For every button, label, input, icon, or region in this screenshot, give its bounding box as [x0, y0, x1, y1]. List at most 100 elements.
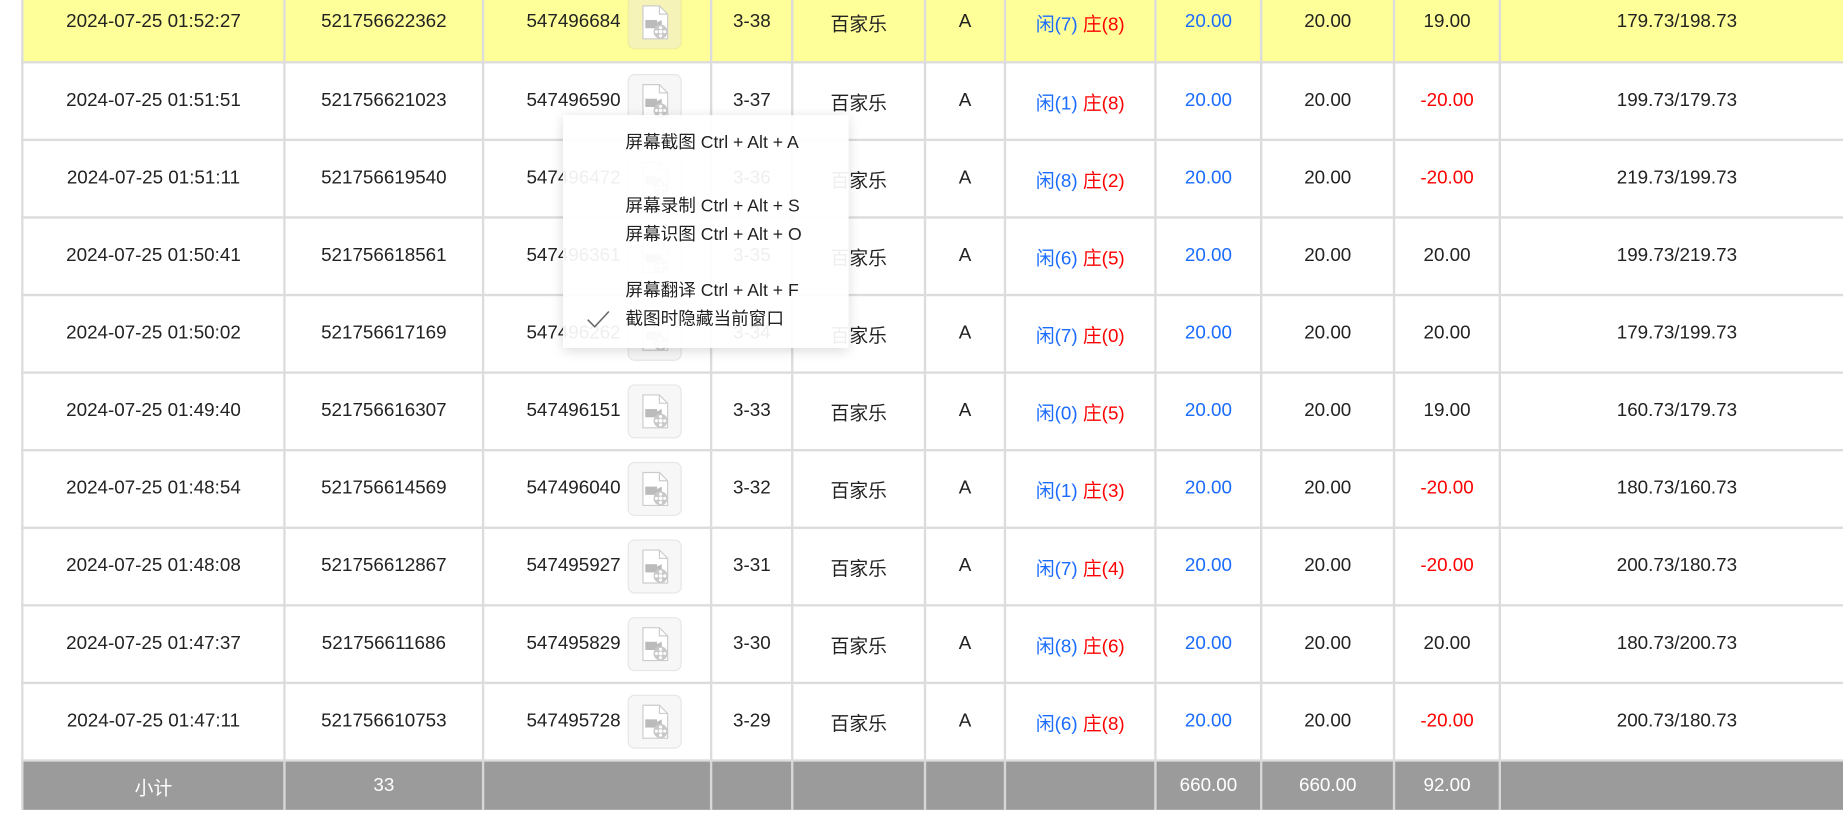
bet-id: 521756614569 — [283, 449, 485, 529]
valid-amount: 20.00 — [1260, 61, 1396, 142]
table-row: 2024-07-25 01:52:27 521756622362 547496684… — [21, 0, 1843, 64]
table-row: 2024-07-25 01:50:41521756618561547496361… — [21, 216, 1843, 297]
win-amount: -20.00 — [1392, 138, 1502, 219]
video-replay-icon[interactable] — [627, 617, 682, 672]
table-row: 2024-07-25 01:51:11521756619540547496472… — [21, 138, 1843, 219]
balance: 180.73/160.73 — [1499, 449, 1843, 529]
balance: 160.73/179.73 — [1499, 371, 1843, 452]
balance: 200.73/180.73 — [1499, 526, 1843, 607]
table-row: 2024-07-25 01:49:40 521756616307 547496151… — [21, 371, 1843, 452]
table-row: 2024-07-25 01:50:02521756617169547496262… — [21, 293, 1843, 374]
subtotal-label: 小计 — [21, 759, 286, 810]
win-amount: 20.00 — [1392, 604, 1502, 685]
context-menu: 屏幕截图 Ctrl + Alt + A 屏幕录制 Ctrl + Alt + S … — [563, 115, 849, 348]
balance: 199.73/179.73 — [1499, 61, 1843, 142]
round-id: 547496040 — [526, 478, 621, 499]
shoe-number: 3-29 — [709, 681, 794, 762]
player-result: 闲(8) — [1035, 637, 1078, 658]
round-cell: 547495927 — [481, 526, 713, 607]
bet-time: 2024-07-25 01:48:54 — [21, 449, 286, 529]
valid-amount: 20.00 — [1260, 526, 1396, 607]
video-replay-icon[interactable] — [627, 461, 682, 517]
subtotal-win: 92.00 — [1392, 759, 1502, 810]
table-row: 2024-07-25 01:47:37 521756611686 547495829… — [21, 604, 1843, 685]
result: 闲(8) 庄(2) — [1004, 138, 1157, 219]
win-amount: -20.00 — [1392, 449, 1502, 529]
table-name: A — [923, 61, 1007, 142]
balance: 180.73/200.73 — [1499, 604, 1843, 685]
bet-amount: 20.00 — [1154, 216, 1263, 297]
banker-result: 庄(2) — [1082, 171, 1125, 192]
result: 闲(7) 庄(4) — [1004, 526, 1157, 607]
round-cell: 547496684 — [481, 0, 713, 64]
result: 闲(0) 庄(5) — [1004, 371, 1157, 452]
round-id: 547496684 — [526, 11, 621, 32]
menu-item-screenshot[interactable]: 屏幕截图 Ctrl + Alt + A — [625, 132, 799, 153]
win-amount: -20.00 — [1392, 526, 1502, 607]
table-name: A — [923, 371, 1007, 452]
bet-id: 521756622362 — [283, 0, 485, 64]
valid-amount: 20.00 — [1260, 216, 1396, 297]
bet-time: 2024-07-25 01:52:27 — [21, 0, 286, 64]
table-row: 2024-07-25 01:51:51 521756621023 547496590… — [21, 61, 1843, 142]
balance: 200.73/180.73 — [1499, 681, 1843, 762]
menu-item-recognize[interactable]: 屏幕识图 Ctrl + Alt + O — [625, 224, 802, 245]
bet-id: 521756618561 — [283, 216, 485, 297]
round-id: 547496151 — [526, 400, 621, 421]
bet-records-table: 2024-07-25 01:52:27 521756622362 547496684… — [21, 0, 1843, 810]
banker-result: 庄(8) — [1082, 714, 1125, 735]
subtotal-count: 33 — [283, 759, 485, 810]
win-amount: -20.00 — [1392, 61, 1502, 142]
video-replay-icon[interactable] — [627, 539, 682, 594]
bet-id: 521756621023 — [283, 61, 485, 142]
menu-item-record[interactable]: 屏幕录制 Ctrl + Alt + S — [625, 196, 800, 217]
bet-id: 521756610753 — [283, 681, 485, 762]
banker-result: 庄(8) — [1082, 94, 1125, 115]
game-name: 百家乐 — [791, 0, 927, 64]
bet-id: 521756612867 — [283, 526, 485, 607]
valid-amount: 20.00 — [1260, 293, 1396, 374]
balance: 179.73/198.73 — [1499, 0, 1843, 64]
bet-amount: 20.00 — [1154, 293, 1263, 374]
player-result: 闲(7) — [1035, 15, 1078, 36]
menu-item-translate[interactable]: 屏幕翻译 Ctrl + Alt + F — [625, 280, 799, 301]
player-result: 闲(6) — [1035, 249, 1078, 270]
video-replay-icon[interactable] — [627, 0, 682, 50]
bet-amount: 20.00 — [1154, 371, 1263, 452]
table-name: A — [923, 0, 1007, 64]
video-replay-icon[interactable] — [627, 694, 682, 749]
result: 闲(6) 庄(8) — [1004, 681, 1157, 762]
game-name: 百家乐 — [791, 681, 927, 762]
shoe-number: 3-31 — [709, 526, 794, 607]
bet-time: 2024-07-25 01:49:40 — [21, 371, 286, 452]
result: 闲(1) 庄(8) — [1004, 61, 1157, 142]
valid-amount: 20.00 — [1260, 0, 1396, 64]
table-row: 2024-07-25 01:47:11 521756610753 547495728… — [21, 681, 1843, 762]
shoe-number: 3-32 — [709, 449, 794, 529]
subtotal-valid: 660.00 — [1260, 759, 1396, 810]
shoe-number: 3-30 — [709, 604, 794, 685]
table-row: 2024-07-25 01:48:08 521756612867 547495927… — [21, 526, 1843, 607]
win-amount: 19.00 — [1392, 371, 1502, 452]
result: 闲(8) 庄(6) — [1004, 604, 1157, 685]
video-replay-icon[interactable] — [627, 384, 682, 439]
balance: 179.73/199.73 — [1499, 293, 1843, 374]
valid-amount: 20.00 — [1260, 604, 1396, 685]
valid-amount: 20.00 — [1260, 138, 1396, 219]
menu-item-hide-window[interactable]: 截图时隐藏当前窗口 — [625, 309, 785, 330]
player-result: 闲(6) — [1035, 714, 1078, 735]
player-result: 闲(8) — [1035, 171, 1078, 192]
table-name: A — [923, 449, 1007, 529]
balance: 199.73/219.73 — [1499, 216, 1843, 297]
bet-amount: 20.00 — [1154, 0, 1263, 64]
subtotal-bet: 660.00 — [1154, 759, 1263, 810]
bet-time: 2024-07-25 01:51:51 — [21, 61, 286, 142]
player-result: 闲(7) — [1035, 326, 1078, 347]
game-name: 百家乐 — [791, 604, 927, 685]
player-result: 闲(0) — [1035, 404, 1078, 425]
bet-id: 521756616307 — [283, 371, 485, 452]
table-name: A — [923, 216, 1007, 297]
bet-time: 2024-07-25 01:47:11 — [21, 681, 286, 762]
balance: 219.73/199.73 — [1499, 138, 1843, 219]
